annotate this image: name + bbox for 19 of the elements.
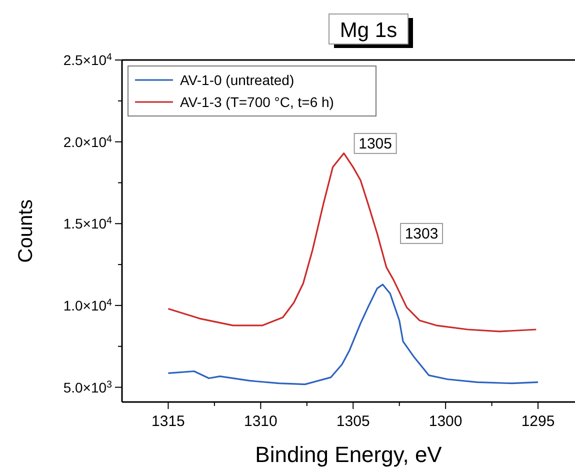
y-tick-label: 5.0×10$^{3}$ <box>63 378 113 396</box>
y-axis-title: Counts <box>15 199 37 263</box>
legend-label: AV-1-3 (T=700 °C, t=6 h) <box>180 94 334 110</box>
line-series <box>167 152 537 332</box>
y-tick-label: 1.0×10$^{4}$ <box>63 296 113 314</box>
line-series <box>167 284 539 386</box>
x-tick-label: 1310 <box>244 413 278 430</box>
x-tick-label: 1305 <box>336 413 370 430</box>
y-tick-label: 2.0×10$^{4}$ <box>63 133 113 150</box>
x-tick-label: 1315 <box>152 413 185 430</box>
annotation: 1305 <box>358 135 392 152</box>
annotation: 1303 <box>404 225 438 242</box>
y-tick-label: 1.5×10$^{4}$ <box>63 215 113 232</box>
x-axis-title: Binding Energy, eV <box>255 442 442 467</box>
chart-title: Mg 1s <box>340 19 398 42</box>
legend-label: AV-1-0 (untreated) <box>180 72 294 88</box>
x-tick-label: 1295 <box>521 413 555 430</box>
y-tick-label: 2.5×10$^{4}$ <box>63 52 113 68</box>
x-tick-label: 1300 <box>428 413 462 430</box>
